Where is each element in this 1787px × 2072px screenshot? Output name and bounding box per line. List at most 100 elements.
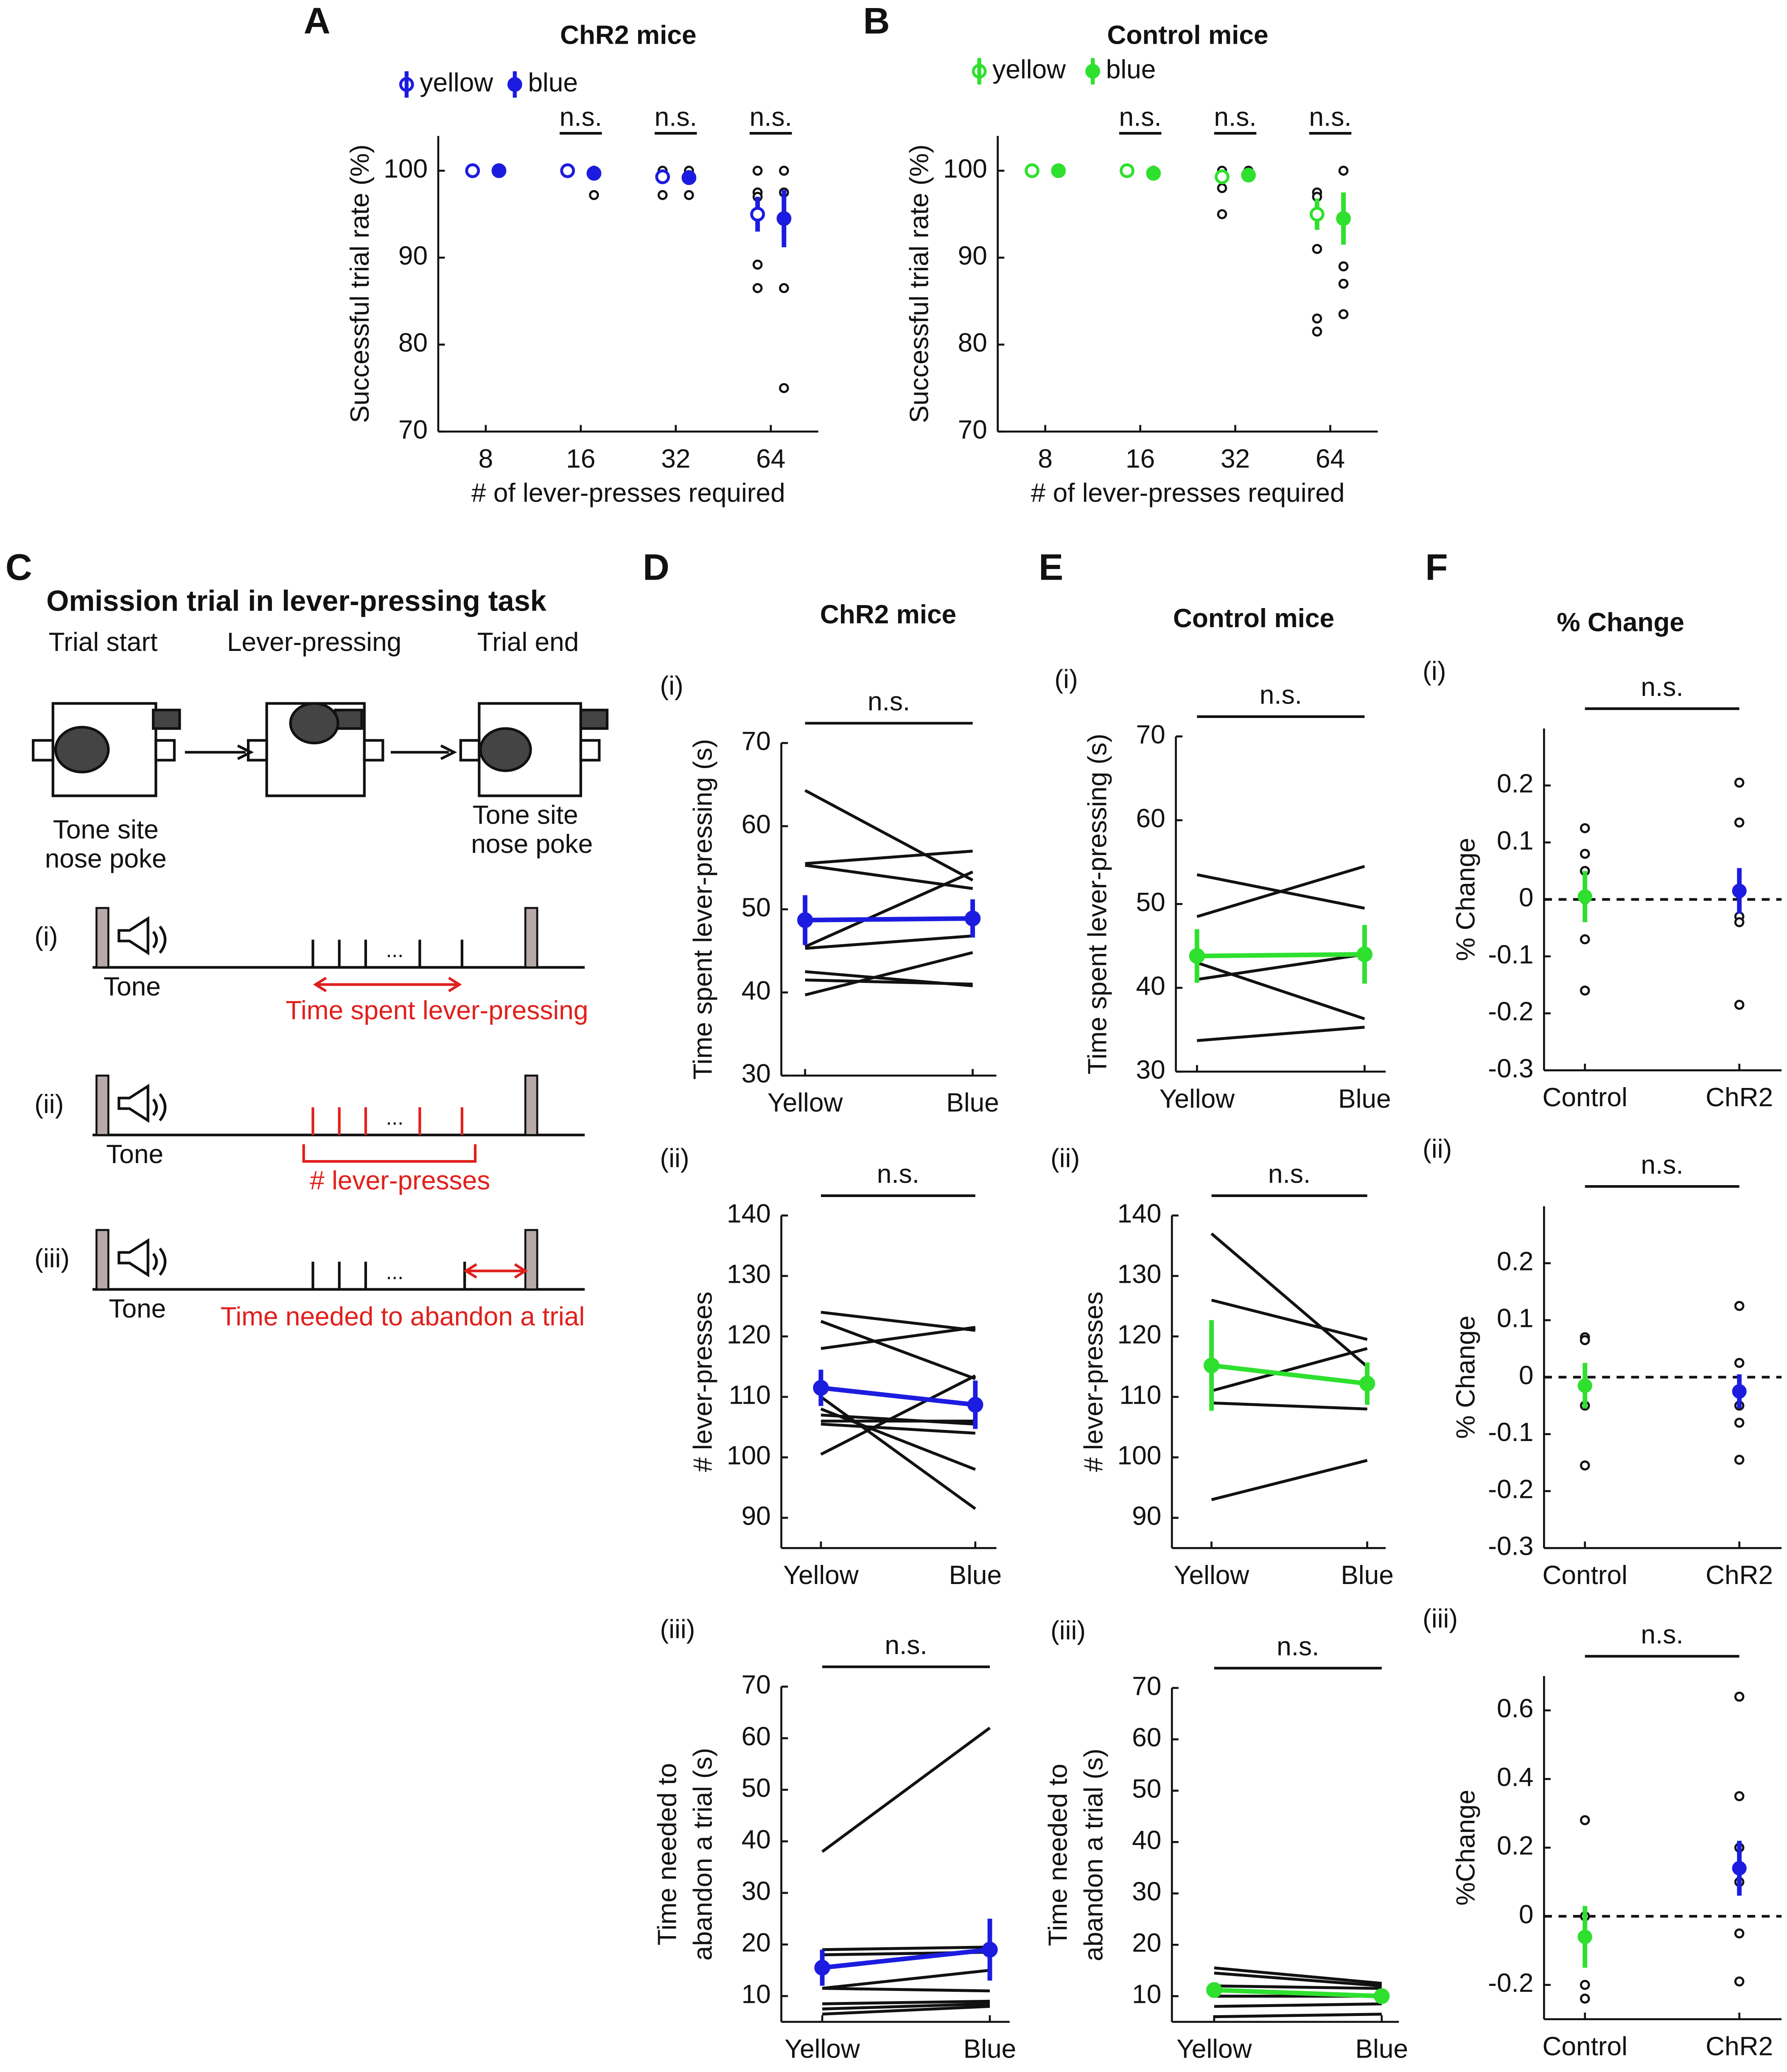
speaker: [118, 1238, 149, 1278]
y-tick-label: 30: [1136, 1055, 1165, 1085]
mean-line: [1197, 952, 1365, 959]
tone-pillar: [524, 1229, 538, 1290]
speaker: [118, 916, 149, 956]
y-tick-label: 100: [384, 154, 428, 184]
annotation: n.s.: [1309, 102, 1351, 132]
measure-arrow: [463, 1263, 528, 1279]
subject-line: [821, 1727, 991, 1853]
tone-label: Tone: [109, 1294, 166, 1323]
annotation: n.s.: [1641, 1620, 1683, 1649]
y-tick-label: -0.2: [1488, 997, 1533, 1026]
subpanel-label: (iii): [1050, 1616, 1086, 1646]
y-tick-label: 90: [398, 241, 428, 271]
y-tick-label: 10: [1132, 1980, 1161, 2009]
y-tick-label: 70: [1132, 1671, 1161, 1701]
data-point: [1580, 1993, 1590, 2004]
panel-letter: F: [1425, 547, 1448, 588]
x-tick-label: Blue: [1338, 1084, 1391, 1113]
x-tick-label: Control: [1542, 1083, 1627, 1112]
speaker: [118, 1083, 149, 1123]
y-tick-label: 20: [1132, 1929, 1161, 1958]
y-tick-label: 50: [1136, 888, 1165, 917]
subject-line: [805, 979, 973, 986]
tone-pillar: [95, 1074, 109, 1136]
chart-title: Control mice: [1107, 21, 1269, 50]
panel-letter: C: [6, 547, 32, 588]
y-tick-label: 40: [1136, 971, 1165, 1001]
subject-line: [1214, 1966, 1382, 1985]
data-point: [1734, 1976, 1745, 1987]
annotation: n.s.: [750, 102, 792, 132]
diagram-row: (iii) Tone... Time needed to abandon a tri…: [34, 1229, 585, 1332]
y-tick-label: 0: [1519, 883, 1534, 912]
mean-line: [1214, 1988, 1382, 1999]
measure-label: Time spent lever-pressing: [286, 996, 588, 1025]
y-tick-label: 20: [742, 1928, 771, 1957]
mean-marker: [1359, 1375, 1375, 1392]
row-label: (iii): [34, 1244, 70, 1273]
subject-line: [804, 789, 974, 882]
y-tick-label: 0.6: [1497, 1694, 1533, 1723]
subject-line: [805, 850, 973, 865]
subject-line: [822, 1946, 990, 1951]
y-tick-label: 130: [1118, 1259, 1162, 1289]
x-tick-label: Yellow: [784, 2035, 860, 2064]
mean-marker: [560, 163, 575, 178]
mouse: [54, 726, 110, 774]
lever: [334, 709, 363, 730]
tone-pillar: [95, 907, 109, 969]
mean-marker: [1356, 946, 1372, 962]
y-axis-label: Time spent lever-pressing (s): [689, 739, 718, 1079]
subject-line: [1211, 1347, 1368, 1393]
data-point: [1734, 777, 1745, 788]
sound-waves: [152, 925, 167, 954]
mean-line: [1211, 1363, 1368, 1386]
y-axis-label: Time needed to: [1043, 1764, 1073, 1946]
tone-pillar: [524, 1074, 538, 1136]
legend-label: blue: [1106, 55, 1156, 84]
y-tick-label: 0: [1519, 1361, 1534, 1390]
data-point: [1734, 1358, 1745, 1368]
annotation: n.s.: [1641, 673, 1683, 702]
panel-letter: B: [863, 0, 890, 42]
annotation: n.s.: [655, 102, 697, 132]
mouse: [289, 702, 339, 745]
y-tick-label: 110: [729, 1380, 771, 1410]
y-axis-label: Time needed to: [653, 1763, 682, 1946]
data-point: [1338, 165, 1349, 176]
y-tick-label: -0.2: [1488, 1968, 1533, 1998]
data-point: [1580, 1815, 1590, 1825]
mean-marker: [797, 912, 813, 928]
subject-line: [822, 2002, 990, 2010]
subpanel-label: (iii): [1423, 1604, 1458, 1634]
subject-line: [1214, 1971, 1382, 1988]
mean-line: [805, 916, 973, 922]
mean-marker: [1203, 1357, 1220, 1374]
y-tick-label: 60: [742, 810, 771, 839]
x-tick-label: ChR2: [1706, 1083, 1773, 1112]
arrow-head: [440, 744, 457, 760]
x-tick-label: Yellow: [783, 1561, 859, 1590]
ellipsis: ...: [386, 938, 403, 962]
data-point: [1312, 326, 1322, 337]
mean-marker: [1309, 207, 1325, 222]
data-point: [1312, 244, 1322, 254]
nose-poke: [154, 739, 176, 762]
mean-marker: [1241, 168, 1256, 182]
y-axis-label: abandon a trial (s): [1079, 1749, 1108, 1961]
chart: 10 20 30 40 50 60 70 Yellow Blue Time needed to ab…: [1043, 1616, 1408, 2064]
mean-marker: [1374, 1988, 1390, 2004]
x-tick-label: ChR2: [1706, 2032, 1773, 2061]
data-point: [752, 259, 763, 270]
mean-marker: [1577, 1929, 1592, 1944]
diagram-title: Omission trial in lever-pressing task: [46, 585, 546, 617]
subject-line: [1197, 1026, 1365, 1042]
mean-marker: [1120, 163, 1134, 178]
y-tick-label: 110: [1119, 1380, 1161, 1410]
subject-line: [822, 1987, 990, 1993]
y-tick-label: 40: [742, 976, 771, 1005]
data-point: [1338, 278, 1349, 289]
y-tick-label: 80: [398, 328, 428, 358]
data-point: [779, 383, 789, 393]
poke-label: nose poke: [471, 830, 593, 859]
